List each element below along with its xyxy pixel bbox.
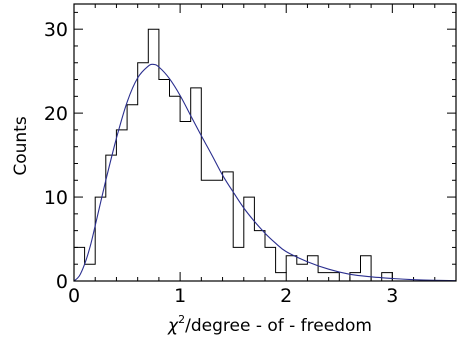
histogram-outline (73, 28, 456, 282)
x-axis-label: χ2/degree - of - freedom (167, 313, 372, 336)
x-axis-label-superscript: 2 (178, 313, 185, 326)
histogram-bin (212, 180, 223, 281)
histogram-bin (127, 105, 138, 281)
y-tick-label: 30 (44, 19, 68, 41)
x-tick-label: 0 (68, 285, 80, 307)
histogram-bin (223, 172, 234, 281)
histogram-bin (244, 197, 255, 281)
histogram-bin (180, 122, 191, 281)
x-axis-label-symbol: χ (167, 316, 179, 336)
histogram-bin (106, 155, 117, 281)
x-tick-label: 1 (174, 285, 186, 307)
histogram-bin (297, 264, 308, 281)
histogram-bin (138, 63, 149, 281)
plot-frame (73, 3, 457, 282)
fit-curve (73, 63, 457, 282)
histogram-bin (361, 256, 372, 281)
y-tick-label: 20 (44, 103, 68, 125)
histogram-bins (74, 29, 392, 281)
histogram-bin (254, 231, 265, 281)
histogram-bin (95, 197, 106, 281)
histogram-bin (382, 273, 393, 281)
y-tick-label: 10 (44, 187, 68, 209)
histogram-bin (116, 130, 127, 281)
x-tick-label: 3 (386, 285, 398, 307)
y-axis-label: Counts (11, 116, 31, 175)
histogram-bin (170, 96, 181, 281)
histogram-bin (350, 273, 361, 281)
histogram-bin (85, 264, 96, 281)
histogram-bin (286, 256, 297, 281)
histogram-bin (307, 256, 318, 281)
histogram-bin (233, 247, 244, 281)
x-axis-label-rest: /degree - of - freedom (185, 316, 372, 336)
histogram-bin (276, 273, 287, 281)
histogram-bin (148, 29, 159, 281)
x-tick-label: 2 (280, 285, 292, 307)
y-tick-label: 0 (56, 271, 68, 293)
histogram-bin (201, 180, 212, 281)
histogram-bin (191, 88, 202, 281)
histogram-bin (74, 247, 85, 281)
histogram-bin (265, 247, 276, 281)
histogram-bin (159, 80, 170, 281)
histogram-bin (329, 273, 340, 281)
histogram-bin (318, 273, 329, 281)
